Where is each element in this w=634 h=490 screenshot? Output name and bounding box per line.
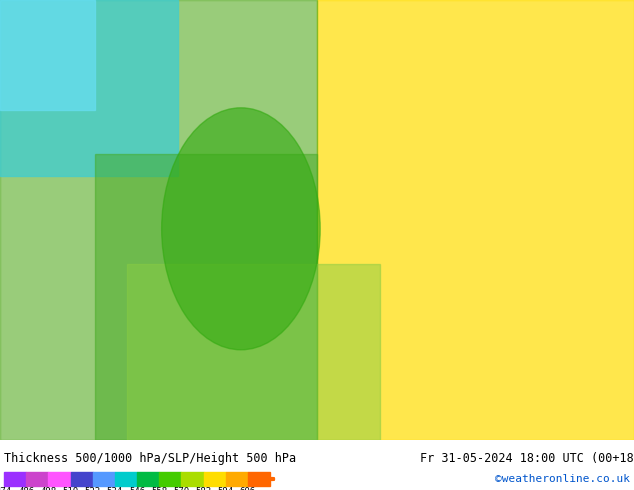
Bar <box>181 472 204 486</box>
Text: 582: 582 <box>195 487 212 490</box>
Text: ©weatheronline.co.uk: ©weatheronline.co.uk <box>495 474 630 484</box>
Bar <box>95 154 317 440</box>
Bar <box>127 264 380 440</box>
Text: 570: 570 <box>173 487 190 490</box>
Text: 498: 498 <box>41 487 56 490</box>
Text: 474: 474 <box>0 487 12 490</box>
Bar <box>159 472 181 486</box>
Bar <box>48 472 70 486</box>
Bar <box>204 472 226 486</box>
Text: 594: 594 <box>217 487 234 490</box>
Text: 522: 522 <box>84 487 101 490</box>
Bar <box>317 0 634 440</box>
Bar <box>0 0 178 176</box>
Text: Thickness 500/1000 hPa/SLP/Height 500 hPa: Thickness 500/1000 hPa/SLP/Height 500 hP… <box>4 452 296 465</box>
Ellipse shape <box>162 108 320 350</box>
Bar <box>93 472 115 486</box>
Text: 510: 510 <box>62 487 79 490</box>
Text: 534: 534 <box>107 487 123 490</box>
Bar <box>70 472 93 486</box>
Bar <box>115 472 137 486</box>
Text: 558: 558 <box>151 487 167 490</box>
Bar <box>226 472 248 486</box>
Text: 606: 606 <box>240 487 256 490</box>
Text: 486: 486 <box>18 487 34 490</box>
Text: 546: 546 <box>129 487 145 490</box>
Bar <box>137 472 159 486</box>
Bar <box>0 0 95 110</box>
Bar <box>26 472 48 486</box>
Bar <box>248 472 270 486</box>
Text: Fr 31-05-2024 18:00 UTC (00+186): Fr 31-05-2024 18:00 UTC (00+186) <box>420 452 634 465</box>
Bar <box>4 472 26 486</box>
Bar <box>0 440 634 490</box>
Bar <box>0 0 317 440</box>
